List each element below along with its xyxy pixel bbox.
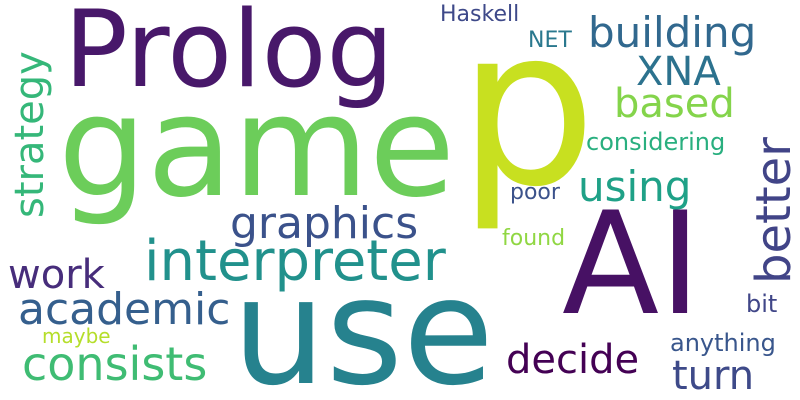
word-found: found <box>502 226 566 251</box>
word-interpreter: interpreter <box>144 229 446 294</box>
word-consists: consists <box>22 337 208 391</box>
word-haskell: Haskell <box>440 2 520 27</box>
word-poor: poor <box>510 180 560 205</box>
word-prolog: Prolog <box>64 0 394 111</box>
word-academic: academic <box>18 284 231 335</box>
word-turn: turn <box>672 353 755 399</box>
word-building: building <box>588 8 757 57</box>
word-ai: AI <box>562 182 702 347</box>
word-net: NET <box>528 28 572 53</box>
word-game: game <box>58 66 456 229</box>
word-based: based <box>614 81 735 127</box>
word-graphics: graphics <box>230 198 419 249</box>
word-use: use <box>232 246 494 400</box>
word-maybe: maybe <box>42 324 111 348</box>
word-bit: bit <box>746 290 778 318</box>
word-work: work <box>8 252 105 298</box>
word-xna: XNA <box>636 49 721 95</box>
word-anything: anything <box>670 329 776 357</box>
word-better: better <box>746 137 800 284</box>
word-considering: considering <box>586 128 726 156</box>
word-strategy: strategy <box>7 51 53 218</box>
word-using: using <box>578 162 692 211</box>
word-p: p <box>458 0 597 235</box>
word-decide: decide <box>506 337 640 383</box>
